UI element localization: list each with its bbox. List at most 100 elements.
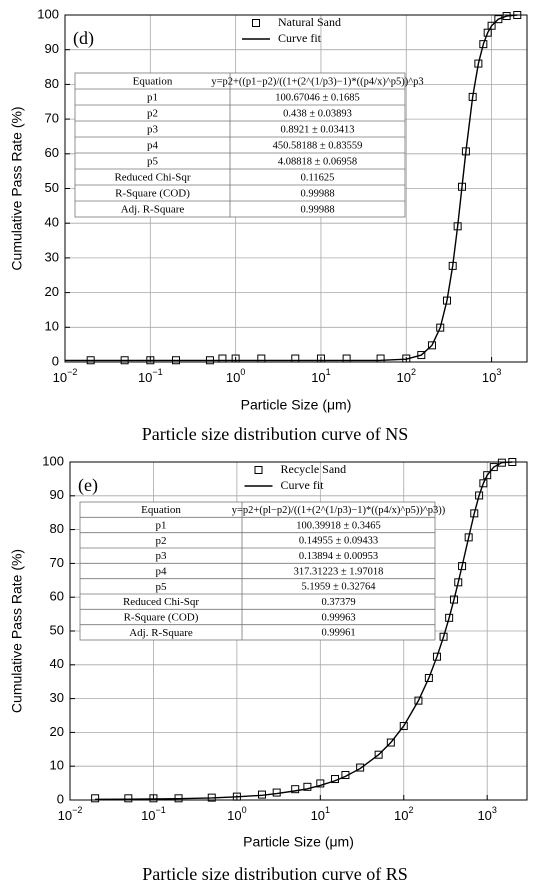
table-key: p1 xyxy=(147,92,158,104)
legend-label: Recycle Sand xyxy=(281,462,347,476)
table-value: y=p2+(pl−p2)/((1+(2^(1/p3)−1)*((p4/x)^p5… xyxy=(232,505,446,516)
table-key: Adj. R-Square xyxy=(129,627,193,639)
y-tick-label: 70 xyxy=(45,111,59,126)
table-value: 450.58188 ± 0.83559 xyxy=(273,140,363,151)
x-axis-label: Particle Size (μm) xyxy=(241,397,352,413)
data-point xyxy=(475,491,484,500)
y-tick-label: 80 xyxy=(45,76,59,91)
tick-base: 10 xyxy=(141,808,155,823)
caption: Particle size distribution curve of RS xyxy=(142,864,407,884)
data-point xyxy=(386,738,395,747)
legend-label: Natural Sand xyxy=(278,15,341,29)
legend-marker xyxy=(254,466,263,474)
table-key: p5 xyxy=(156,581,168,593)
y-tick-label: 90 xyxy=(50,487,64,502)
y-tick-label: 20 xyxy=(50,724,64,739)
tick-base: 10 xyxy=(311,370,325,385)
table-key: p3 xyxy=(156,550,168,562)
data-point xyxy=(487,21,496,30)
data-point xyxy=(257,354,266,363)
tick-exponent: 0 xyxy=(242,805,247,815)
x-tick-label: 10−1 xyxy=(138,367,163,385)
data-point xyxy=(483,471,492,480)
x-tick-label: 101 xyxy=(311,367,330,385)
data-point xyxy=(445,613,454,622)
table-value: 0.99988 xyxy=(300,188,334,199)
table-key: p2 xyxy=(147,108,158,120)
data-point xyxy=(494,15,503,24)
table-key: Equation xyxy=(141,504,181,516)
table-key: p4 xyxy=(156,566,168,578)
tick-base: 10 xyxy=(138,370,152,385)
data-point xyxy=(432,652,441,661)
tick-base: 10 xyxy=(53,370,67,385)
tick-base: 10 xyxy=(477,808,491,823)
tick-exponent: −2 xyxy=(72,805,82,815)
y-tick-label: 50 xyxy=(50,622,64,637)
tick-exponent: −1 xyxy=(156,805,166,815)
x-axis-label: Particle Size (μm) xyxy=(243,834,354,850)
data-point xyxy=(464,533,473,542)
tick-exponent: 1 xyxy=(325,805,330,815)
data-point xyxy=(91,794,100,803)
data-point xyxy=(424,673,433,682)
y-tick-label: 30 xyxy=(45,249,59,264)
data-point xyxy=(342,354,351,363)
table-key: p4 xyxy=(147,140,159,152)
data-point xyxy=(449,595,458,604)
table-value: 0.99988 xyxy=(300,204,334,215)
table-key: p1 xyxy=(156,520,167,532)
y-tick-label: 10 xyxy=(45,319,59,334)
data-point xyxy=(479,40,488,49)
y-tick-label: 0 xyxy=(52,353,59,368)
y-axis-label: Cumulative Pass Rate (%) xyxy=(9,106,25,270)
tick-exponent: 3 xyxy=(492,805,497,815)
tick-base: 10 xyxy=(394,808,408,823)
y-tick-label: 80 xyxy=(50,521,64,536)
y-tick-label: 100 xyxy=(37,6,59,21)
tick-exponent: 3 xyxy=(496,367,501,377)
table-key: R-Square (COD) xyxy=(124,612,199,624)
y-tick-label: 60 xyxy=(45,145,59,160)
data-point xyxy=(458,562,467,571)
data-point xyxy=(291,785,300,794)
table-value: 100.39918 ± 0.3465 xyxy=(296,520,381,531)
data-point xyxy=(303,782,312,791)
table-key: R-Square (COD) xyxy=(115,188,190,200)
table-key: Reduced Chi-Sqr xyxy=(114,172,190,184)
x-tick-label: 103 xyxy=(482,367,501,385)
table-value: 317.31223 ± 1.97018 xyxy=(294,566,384,577)
y-tick-label: 30 xyxy=(50,690,64,705)
data-point xyxy=(427,341,436,350)
y-tick-label: 90 xyxy=(45,41,59,56)
data-point xyxy=(124,794,133,803)
table-value: 100.67046 ± 0.1685 xyxy=(275,92,360,103)
x-tick-label: 10−2 xyxy=(53,367,78,385)
y-tick-label: 10 xyxy=(50,758,64,773)
data-point xyxy=(479,479,488,488)
data-point xyxy=(291,354,300,363)
table-value: 0.11625 xyxy=(301,172,335,183)
table-value: 0.99961 xyxy=(321,628,355,639)
panel-label: (e) xyxy=(78,475,98,496)
y-axis-label: Cumulative Pass Rate (%) xyxy=(9,549,25,713)
x-tick-label: 100 xyxy=(227,805,246,823)
x-tick-label: 101 xyxy=(311,805,330,823)
plot-frame xyxy=(69,461,528,801)
table-key: p5 xyxy=(147,156,159,168)
table-key: p3 xyxy=(147,124,159,136)
y-tick-label: 40 xyxy=(50,656,64,671)
tick-exponent: 2 xyxy=(408,805,413,815)
table-frame xyxy=(74,72,406,218)
y-tick-label: 70 xyxy=(50,555,64,570)
y-tick-label: 40 xyxy=(45,215,59,230)
legend-label: Curve fit xyxy=(281,478,325,492)
data-point xyxy=(470,509,479,518)
data-point xyxy=(376,354,385,363)
data-point xyxy=(231,354,240,363)
tick-base: 10 xyxy=(58,808,72,823)
caption: Particle size distribution curve of NS xyxy=(142,424,408,444)
table-key: p2 xyxy=(156,535,167,547)
